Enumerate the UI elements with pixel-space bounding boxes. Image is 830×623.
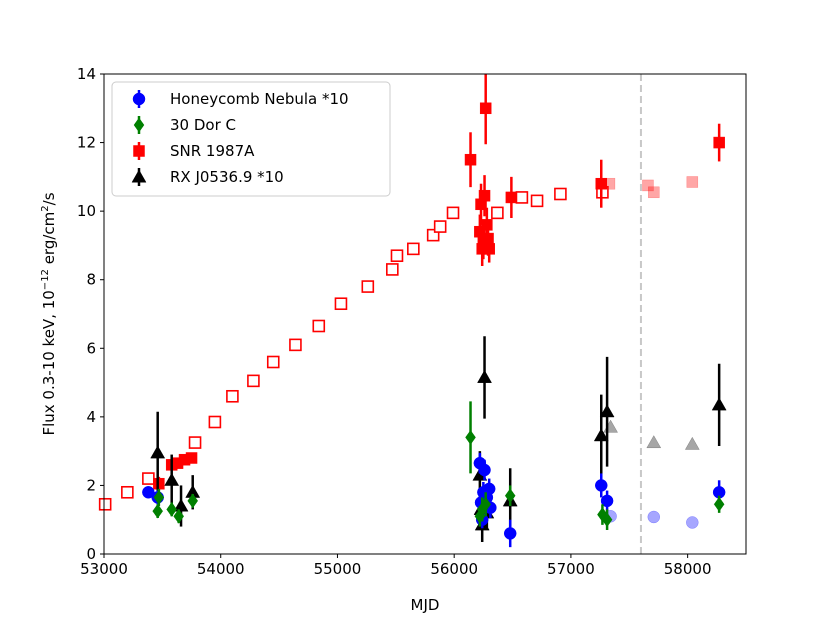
y-tick-label: 8 (86, 271, 96, 289)
x-tick-label: 53000 (80, 560, 128, 578)
open-point (554, 187, 567, 201)
y-axis: 0 2 4 6 8 10 12 14 (77, 65, 104, 563)
data-point (478, 189, 491, 202)
open-point (390, 249, 404, 263)
open-point (247, 374, 260, 388)
y-axis-label-squared: 2 (40, 205, 51, 211)
data-point (504, 488, 516, 504)
data-point (187, 493, 199, 509)
data-point (595, 479, 608, 492)
x-tick-label: 55000 (314, 560, 362, 578)
legend-label-30dorc: 30 Dor C (170, 116, 236, 134)
y-axis-label-unit: erg/cm (40, 212, 58, 269)
open-point (208, 415, 222, 429)
y-tick-label: 6 (86, 339, 96, 357)
data-point (503, 527, 517, 540)
open-point (361, 280, 375, 293)
x-tick-label: 57000 (547, 560, 595, 578)
x-axis: 53000 54000 55000 56000 57000 58000 (80, 554, 711, 578)
data-point (595, 177, 608, 190)
data-point (711, 397, 727, 411)
y-tick-label: 2 (86, 476, 96, 494)
data-point (505, 191, 518, 204)
open-point (312, 319, 326, 333)
data-point (599, 404, 615, 418)
x-tick-label: 56000 (430, 560, 478, 578)
open-point (266, 355, 280, 369)
open-point (386, 263, 399, 276)
open-point (142, 472, 155, 485)
faint-point (642, 179, 654, 192)
open-point (515, 191, 529, 204)
data-point (713, 496, 725, 512)
legend-label-rxj0536: RX J0536.9 *10 (170, 168, 284, 186)
data-point (153, 489, 165, 505)
legend-label-snr1987a: SNR 1987A (170, 142, 255, 160)
y-tick-label: 0 (86, 545, 96, 563)
open-point (433, 220, 447, 233)
legend-items (131, 90, 147, 186)
plot-area (98, 74, 727, 548)
data-point (713, 136, 725, 149)
data-point (185, 452, 198, 464)
y-axis-label: Flux 0.3-10 keV, 10−12 erg/cm2/s (40, 192, 58, 435)
legend-box (111, 81, 391, 197)
data-point (593, 428, 609, 442)
data-point (164, 472, 180, 486)
legend-marker (132, 92, 146, 106)
faint-point (648, 186, 660, 199)
open-point (98, 497, 112, 511)
y-tick-label: 12 (77, 134, 96, 152)
open-point (121, 485, 134, 499)
open-point (446, 206, 460, 220)
data-point (465, 429, 476, 445)
y-axis-label-tail: /s (40, 192, 58, 205)
y-tick-label: 10 (77, 202, 96, 220)
faint-point (684, 436, 700, 450)
open-point (491, 206, 504, 220)
open-point (226, 389, 239, 403)
data-point (477, 369, 492, 383)
data-point (482, 482, 496, 496)
y-tick-label: 14 (77, 65, 96, 83)
open-point (407, 242, 420, 256)
x-axis-label: MJD (411, 596, 440, 614)
data-point (166, 501, 178, 517)
faint-point (646, 435, 662, 449)
data-point (464, 153, 477, 166)
y-tick-label: 4 (86, 408, 96, 426)
legend: Honeycomb Nebula *10 30 Dor C SNR 1987A … (111, 81, 391, 197)
data-point (600, 494, 614, 508)
open-point (289, 338, 302, 352)
data-point (150, 445, 166, 459)
x-tick-label: 58000 (664, 560, 712, 578)
data-point (483, 243, 495, 255)
open-point (426, 228, 440, 242)
data-point (173, 508, 185, 524)
legend-label-honeycomb: Honeycomb Nebula *10 (170, 90, 349, 108)
x-tick-label: 54000 (197, 560, 245, 578)
legend-marker (133, 145, 145, 157)
data-point (601, 512, 613, 528)
open-point (334, 297, 348, 311)
data-point (173, 498, 189, 512)
faint-point (686, 176, 699, 188)
data-point (479, 102, 492, 115)
y-axis-label-exponent: −12 (40, 269, 51, 290)
legend-marker (131, 169, 147, 183)
data-point (478, 463, 491, 477)
open-point (530, 194, 544, 208)
data-point (480, 496, 492, 512)
faint-point (647, 510, 661, 524)
axes-frame (103, 73, 747, 555)
faint-point (686, 516, 699, 529)
legend-marker (133, 117, 145, 133)
data-point (152, 503, 164, 519)
open-point (188, 436, 202, 449)
